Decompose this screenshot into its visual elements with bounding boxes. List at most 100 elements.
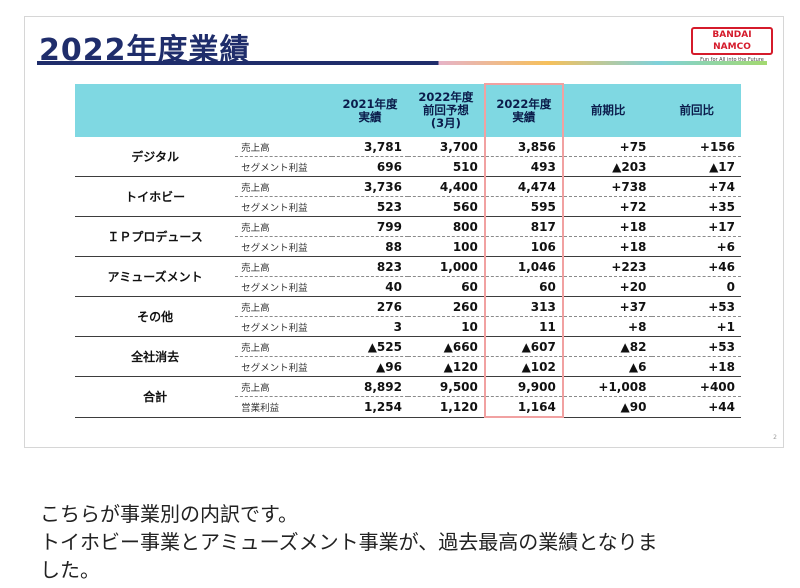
table-row: セグメント利益 40 60 60 +20 0 [75,276,741,297]
segment-name: その他 [75,296,236,337]
value-2021: 8,892 [332,376,408,397]
value-vs-prev: ▲17 [652,156,741,177]
table-row: 全社消去 売上高 ▲525 ▲660 ▲607 ▲82 +53 [75,336,741,377]
table-row: ＩＰプロデュース 売上高 799 800 817 +18 +17 [75,216,741,257]
value-yoy: +37 [562,296,653,317]
logo-tagline: Fun for All into the Future [700,57,764,63]
value-yoy: +72 [562,196,653,217]
metric-label: 売上高 [235,216,333,237]
metric-label: セグメント利益 [235,156,333,177]
value-yoy: +1,008 [562,376,653,397]
caption-line: した。 [40,558,100,582]
header-2022-forecast: 2022年度 前回予想 (3月) [407,84,485,137]
value-2021: 3,781 [332,137,408,157]
caption: こちらが事業別の内訳です。 トイホビー事業とアミューズメント事業が、過去最高の業… [40,500,780,584]
value-vs-prev: +74 [652,176,741,197]
table-row: アミューズメント 売上高 823 1,000 1,046 +223 +46 [75,256,741,297]
header-blank [75,84,333,137]
value-2021: 799 [332,216,408,237]
value-forecast: 1,000 [407,256,485,277]
metric-label: セグメント利益 [235,236,333,257]
caption-line: こちらが事業別の内訳です。 [40,502,298,526]
value-forecast: 560 [407,196,485,217]
value-forecast: 4,400 [407,176,485,197]
value-vs-prev: +53 [652,336,741,357]
metric-label: セグメント利益 [235,316,333,337]
results-table: 2021年度 実績 2022年度 前回予想 (3月) 2022年度 実績 前期比… [75,83,741,418]
value-forecast: 10 [407,316,485,337]
value-forecast: 510 [407,156,485,177]
table-row: トイホビー 売上高 3,736 4,400 4,474 +738 +74 [75,176,741,217]
caption-line: トイホビー事業とアミューズメント事業が、過去最高の業績となりま [40,530,658,554]
value-forecast: ▲660 [407,336,485,357]
metric-label: 売上高 [235,137,333,157]
value-vs-prev: +1 [652,316,741,337]
value-2022: 493 [483,156,564,177]
segment-name: デジタル [75,137,236,177]
value-forecast: 1,120 [407,396,485,418]
metric-label: 売上高 [235,176,333,197]
value-forecast: 100 [407,236,485,257]
value-vs-prev: +400 [652,376,741,397]
value-2022: 60 [483,276,564,297]
value-2022: 9,900 [483,376,564,397]
value-2021: 823 [332,256,408,277]
value-2022: 817 [483,216,564,237]
table-header-row: 2021年度 実績 2022年度 前回予想 (3月) 2022年度 実績 前期比… [75,83,741,137]
header-vs-prev: 前回比 [652,84,741,137]
value-vs-prev: +44 [652,396,741,418]
table-row: 合計 売上高 8,892 9,500 9,900 +1,008 +400 [75,376,741,418]
value-2022: 4,474 [483,176,564,197]
value-yoy: +8 [562,316,653,337]
value-2022: ▲607 [483,336,564,357]
value-yoy: ▲6 [562,356,653,377]
logo-wordmark: BANDAI NAMCO [691,27,773,55]
value-yoy: +223 [562,256,653,277]
value-forecast: 60 [407,276,485,297]
value-vs-prev: +53 [652,296,741,317]
value-2022: 106 [483,236,564,257]
value-2021: ▲96 [332,356,408,377]
table-row: その他 売上高 276 260 313 +37 +53 [75,296,741,337]
value-2021: 40 [332,276,408,297]
page-number: 2 [773,434,777,441]
metric-label: セグメント利益 [235,196,333,217]
value-2022: ▲102 [483,356,564,377]
metric-label: 売上高 [235,296,333,317]
metric-label: 売上高 [235,376,333,397]
value-2021: 523 [332,196,408,217]
value-yoy: +18 [562,236,653,257]
table-row: 営業利益 1,254 1,120 1,164 ▲90 +44 [75,396,741,418]
value-vs-prev: +6 [652,236,741,257]
value-2021: 3,736 [332,176,408,197]
value-2021: 88 [332,236,408,257]
value-2022: 3,856 [483,137,564,157]
table-row: セグメント利益 523 560 595 +72 +35 [75,196,741,217]
value-forecast: ▲120 [407,356,485,377]
metric-label: セグメント利益 [235,276,333,297]
metric-label: 営業利益 [235,396,333,418]
value-2021: 276 [332,296,408,317]
segment-name: トイホビー [75,176,236,217]
value-yoy: ▲82 [562,336,653,357]
value-forecast: 800 [407,216,485,237]
value-forecast: 260 [407,296,485,317]
table-row: セグメント利益 696 510 493 ▲203 ▲17 [75,156,741,177]
metric-label: セグメント利益 [235,356,333,377]
value-2022: 1,046 [483,256,564,277]
segment-name: 全社消去 [75,336,236,377]
value-vs-prev: +46 [652,256,741,277]
table-row: セグメント利益 88 100 106 +18 +6 [75,236,741,257]
value-2022: 595 [483,196,564,217]
value-vs-prev: +156 [652,137,741,157]
value-yoy: ▲90 [562,396,653,418]
table-body: デジタル 売上高 3,781 3,700 3,856 +75 +156 セグメント利益 696 5… [75,137,741,418]
value-vs-prev: 0 [652,276,741,297]
table-row: セグメント利益 ▲96 ▲120 ▲102 ▲6 +18 [75,356,741,377]
value-yoy: +738 [562,176,653,197]
value-vs-prev: +17 [652,216,741,237]
value-yoy: ▲203 [562,156,653,177]
value-2022: 313 [483,296,564,317]
segment-name: ＩＰプロデュース [75,216,236,257]
value-2022: 1,164 [483,396,564,418]
